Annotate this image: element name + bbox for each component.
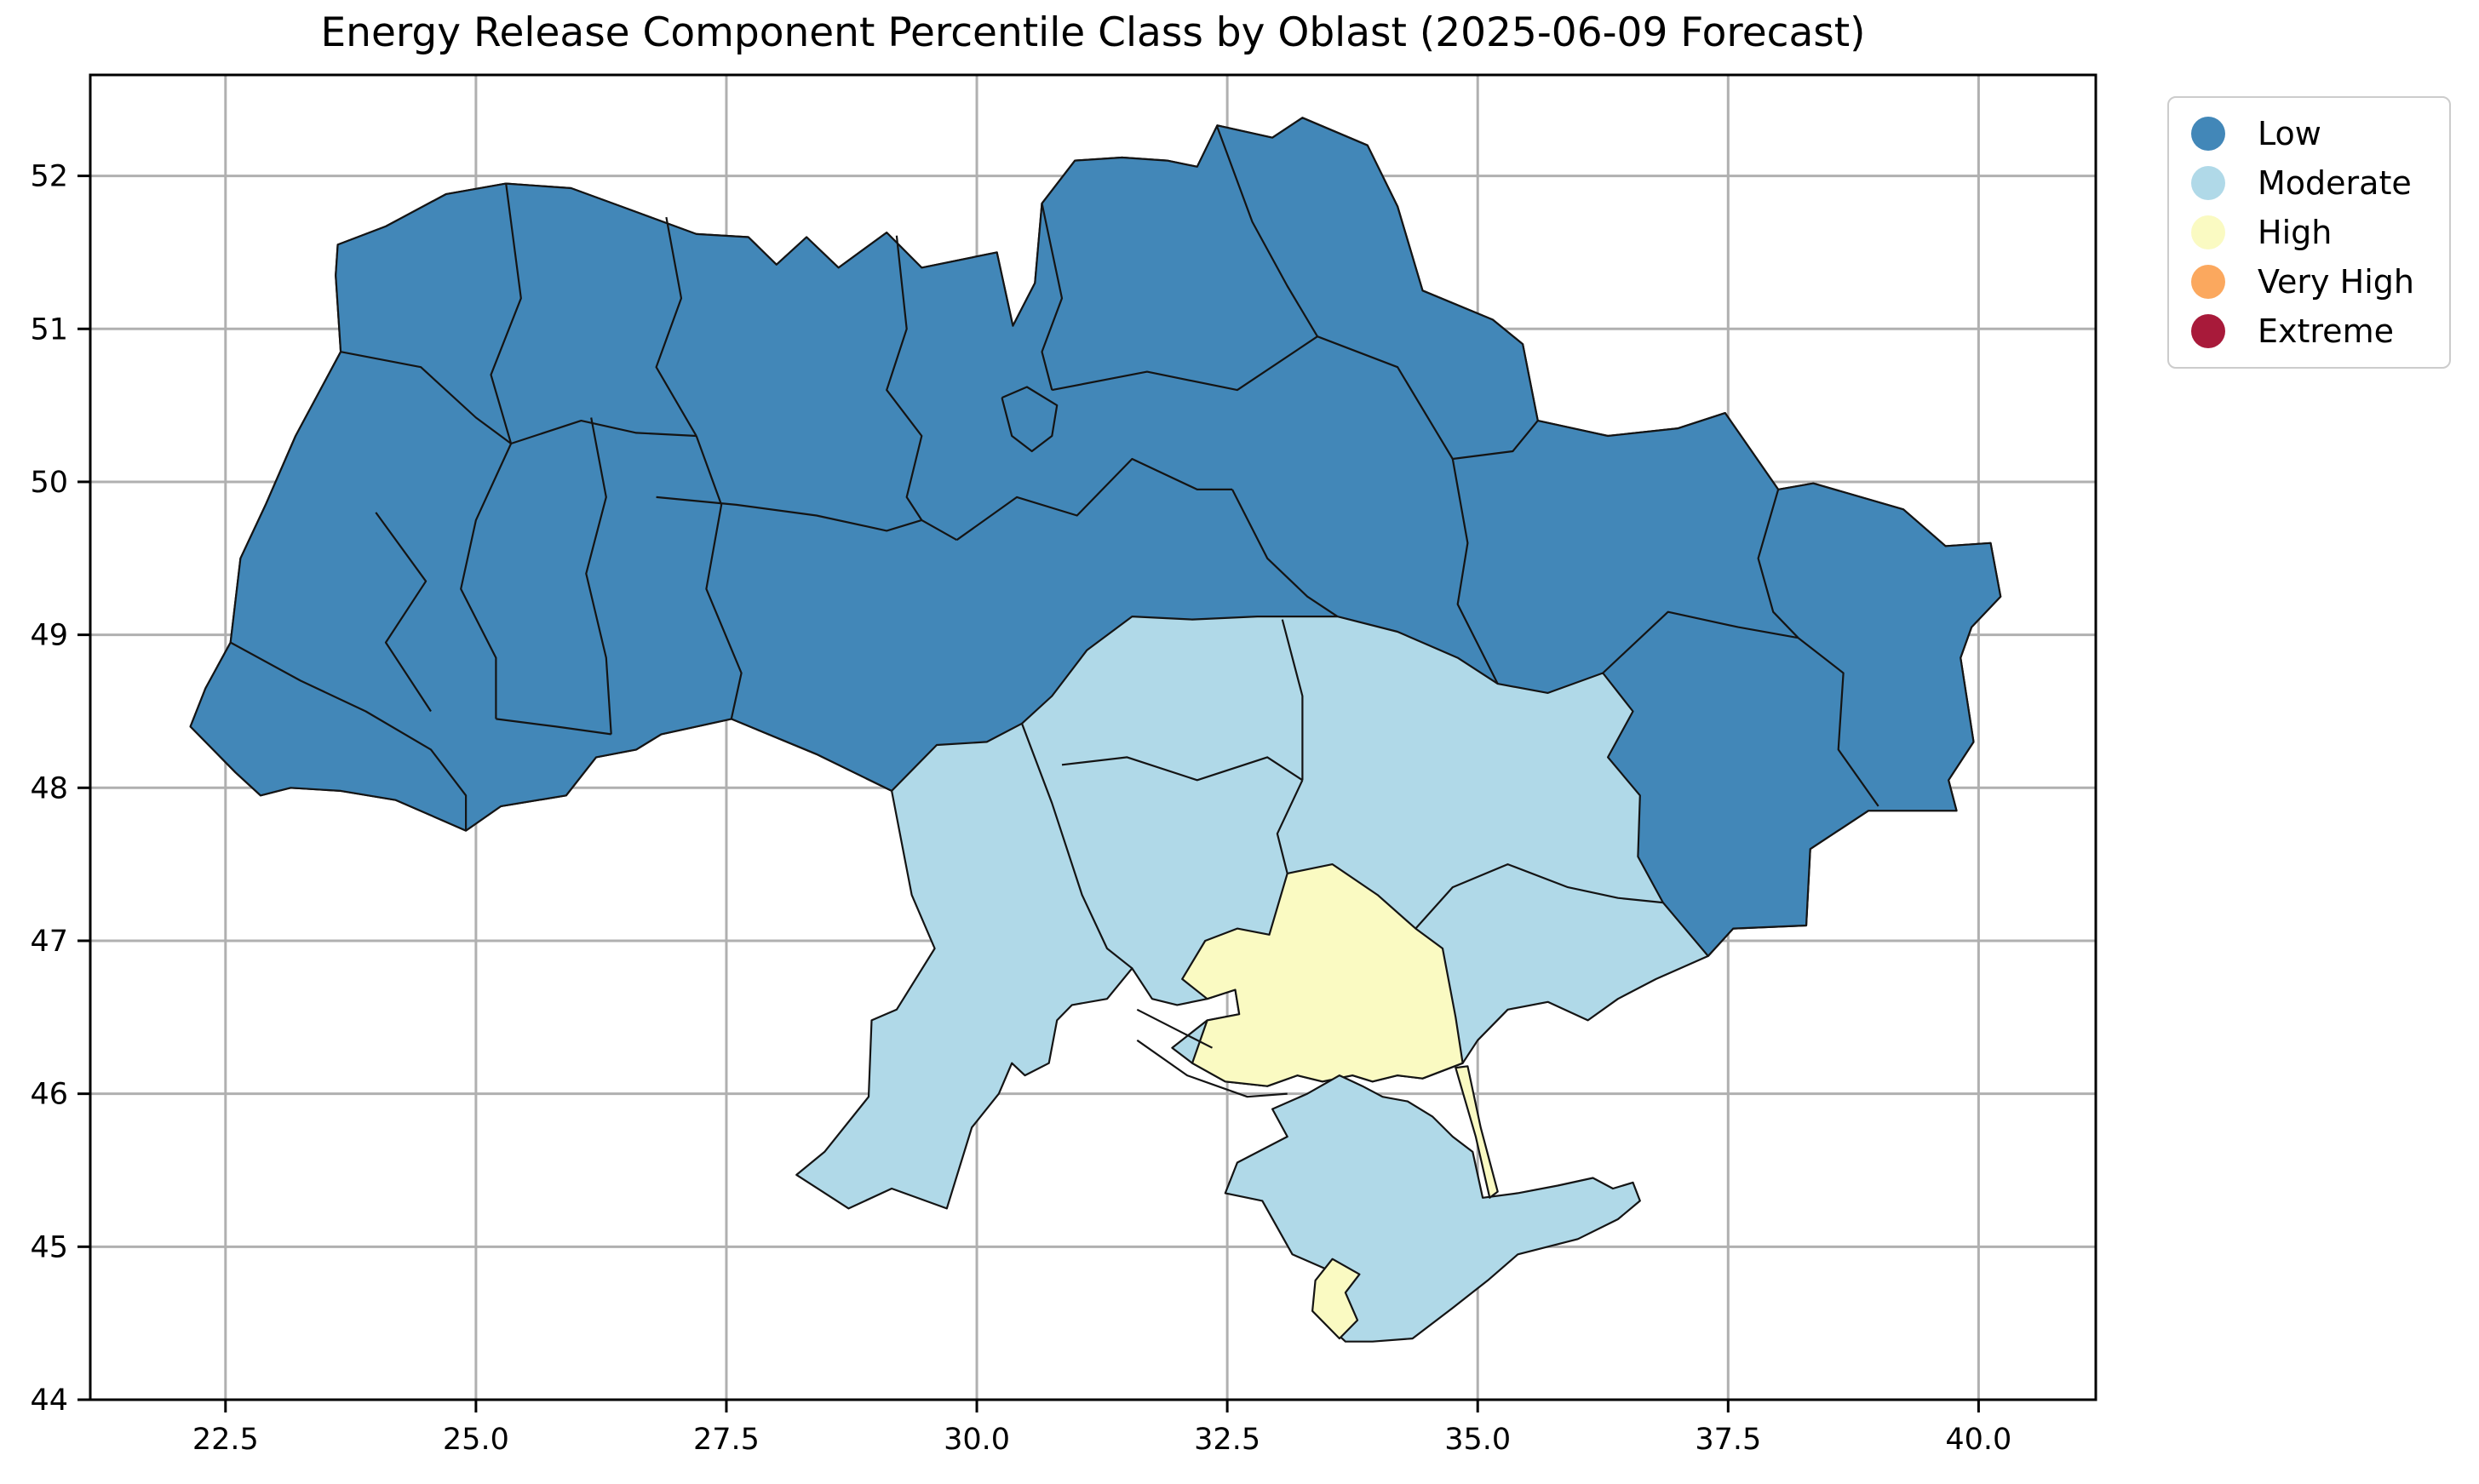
y-tick-label: 45 [30, 1230, 68, 1264]
oblast-border [1001, 386, 1059, 453]
y-tick-label: 47 [30, 925, 68, 959]
x-tick-label: 32.5 [1194, 1423, 1260, 1457]
ukraine-choropleth [189, 117, 2002, 1343]
legend: Low Moderate High Very High Extreme [2167, 96, 2451, 369]
oblast-border [460, 443, 513, 719]
x-tick-label: 22.5 [192, 1423, 259, 1457]
legend-label: Extreme [2258, 312, 2394, 350]
legend-marker-icon [2191, 265, 2225, 299]
oblast-border [1231, 489, 1339, 618]
x-tick-label: 30.0 [944, 1423, 1010, 1457]
legend-item-high: High [2169, 208, 2449, 257]
oblast-border [1276, 779, 1304, 874]
legend-label: Low [2258, 115, 2321, 152]
x-tick-label: 35.0 [1444, 1423, 1511, 1457]
oblast-border [695, 435, 743, 719]
oblast-border [1061, 756, 1304, 782]
region-north-west-east-oblasts [189, 117, 2002, 958]
oblast-border [496, 718, 611, 736]
y-tick-label: 44 [30, 1384, 68, 1418]
oblast-border [1451, 458, 1499, 685]
oblast-border [490, 183, 522, 444]
x-tick-label: 27.5 [693, 1423, 760, 1457]
y-tick-label: 51 [30, 312, 68, 347]
legend-label: Moderate [2258, 164, 2412, 202]
oblast-border [1136, 1008, 1213, 1049]
y-tick-label: 50 [30, 466, 68, 500]
legend-item-extreme: Extreme [2169, 307, 2449, 356]
oblast-border [955, 457, 1232, 541]
chart-title: Energy Release Component Percentile Clas… [320, 9, 1866, 56]
oblast-border [1136, 1039, 1288, 1098]
oblast-border [1216, 126, 1318, 337]
axes-spine [89, 73, 2097, 1401]
oblast-border [656, 496, 958, 541]
x-tick-label: 37.5 [1695, 1423, 1761, 1457]
legend-item-moderate: Moderate [2169, 158, 2449, 208]
legend-item-very-high: Very High [2169, 257, 2449, 307]
y-tick-label: 46 [30, 1078, 68, 1112]
legend-item-low: Low [2169, 109, 2449, 158]
y-tick-label: 52 [30, 160, 68, 194]
region-sevastopol [1311, 1258, 1361, 1340]
region-arabat-spit [1455, 1065, 1499, 1199]
oblast-border [1415, 862, 1663, 930]
oblast-border [375, 512, 432, 713]
oblast-border [1602, 610, 1799, 674]
oblast-border [1041, 203, 1064, 391]
x-tick-label: 40.0 [1945, 1423, 2011, 1457]
y-tick-label: 49 [30, 619, 68, 653]
y-tick-label: 48 [30, 771, 68, 805]
legend-label: High [2258, 214, 2333, 251]
legend-marker-icon [2191, 166, 2225, 200]
legend-marker-icon [2191, 314, 2225, 348]
legend-marker-icon [2191, 215, 2225, 249]
oblast-border [1757, 489, 1799, 639]
oblast-border [1020, 723, 1133, 970]
x-tick-label: 25.0 [443, 1423, 509, 1457]
legend-label: Very High [2258, 263, 2414, 301]
oblast-border [230, 641, 468, 831]
oblast-border [585, 417, 612, 735]
axis-ticks: 22.5 25.0 27.5 30.0 32.5 35.0 37.5 40.0 44 45 46 47… [30, 160, 2011, 1457]
legend-marker-icon [2191, 117, 2225, 151]
region-crimea [1224, 1074, 1641, 1343]
oblast-border [1281, 619, 1304, 781]
oblast-border [886, 235, 923, 521]
oblast-border [1797, 637, 1879, 807]
oblast-border [655, 216, 697, 437]
oblast-border [1052, 335, 1318, 392]
